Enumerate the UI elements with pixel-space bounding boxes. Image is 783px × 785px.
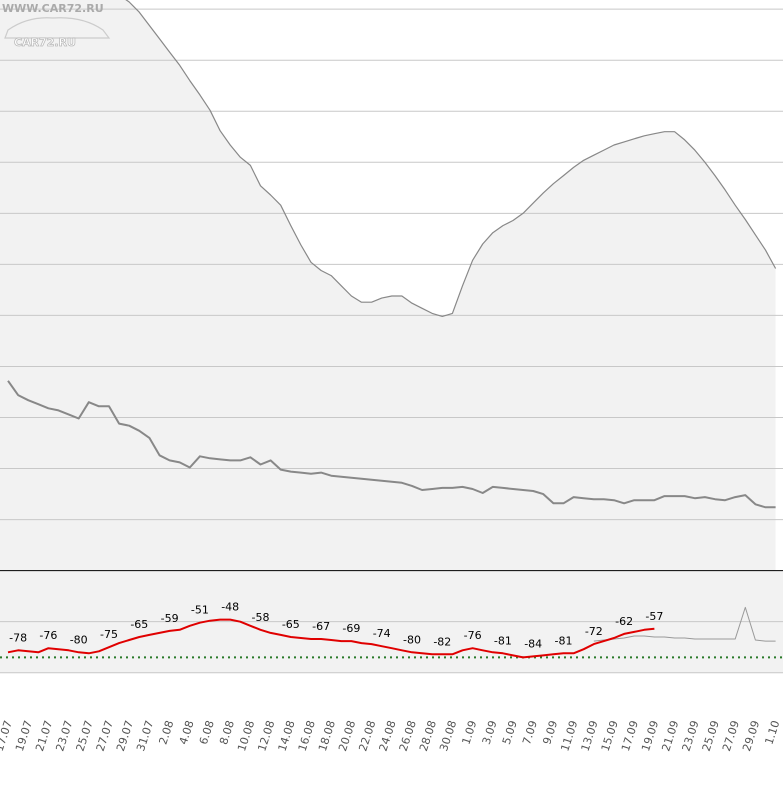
plot: -78 -76 -80 -75-65 -59-51 -48-58-65 -67 -69 -74-… [0,0,783,753]
x-tick-label: 25.07 [74,719,96,753]
watermark: CAR72.RU [14,36,76,49]
data-label: -81 [555,634,573,647]
x-tick-label: 17.09 [619,719,641,753]
x-tick-label: 7.09 [520,719,540,746]
data-label: -75 [100,628,118,641]
data-label: -65 [130,618,148,631]
data-label: -72 [585,625,603,638]
data-label: -62 [615,615,633,628]
data-label: -82 [433,635,451,648]
x-tick-label: 23.09 [680,719,702,753]
x-tick-label: 12.08 [255,719,277,753]
data-label: -81 [494,634,512,647]
x-tick-label: 26.08 [397,719,419,753]
data-label: -58 [252,611,270,624]
x-tick-label: 1.09 [460,719,480,746]
data-label: -84 [524,637,542,650]
x-tick-label: 21.09 [659,719,681,753]
x-tick-label: 22.08 [356,719,378,753]
x-tick-label: 2.08 [157,719,177,746]
x-tick-label: 25.09 [700,719,722,753]
series-line [7,380,776,509]
data-label: -51 [191,604,209,617]
data-label: -76 [464,629,482,642]
data-label: -65 [282,618,300,631]
x-tick-label: 27.07 [94,719,116,753]
data-label: -67 [312,620,330,633]
data-label: -69 [342,622,360,635]
x-tick-label: 16.08 [296,719,318,753]
x-tick-label: 3.09 [480,719,500,746]
x-tick-label: 1.10 [763,719,783,746]
x-tick-label: 23.07 [53,719,75,753]
x-tick-label: 28.08 [417,719,439,753]
x-tick-label: 15.09 [599,719,621,753]
x-tick-label: 19.07 [13,719,35,753]
series-line [125,0,777,317]
x-tick-label: 13.09 [579,719,601,753]
watermark: WWW.CAR72.RU [2,2,104,15]
data-label: -80 [403,633,421,646]
x-tick-label: 21.07 [33,719,55,753]
x-tick-label: 30.08 [437,719,459,753]
x-tick-label: 14.08 [276,719,298,753]
data-label: -78 [9,631,27,644]
x-tick-label: 10.08 [235,719,257,753]
x-tick-label: 5.09 [500,719,520,746]
x-tick-label: 6.08 [197,719,217,746]
x-tick-label: 20.08 [336,719,358,753]
x-tick-label: 29.07 [114,719,136,753]
x-tick-label: 9.09 [540,719,560,746]
data-label: -59 [161,612,179,625]
left-fill [0,0,8,571]
x-tick-label: 4.08 [177,719,197,746]
x-tick-label: 8.08 [217,719,237,746]
x-tick-label: 11.09 [558,719,580,753]
data-label: -48 [221,601,239,614]
watermark-car [4,17,111,39]
data-label: -74 [373,627,391,640]
data-label: -76 [39,629,57,642]
data-label: -57 [645,610,663,623]
series-line [593,606,776,642]
x-tick-label: 29.09 [740,719,762,753]
series-line [7,618,655,659]
x-tick-label: 24.08 [377,719,399,753]
data-label: -80 [70,633,88,646]
x-tick-label: 18.08 [316,719,338,753]
x-tick-label: 31.07 [134,719,156,753]
area [8,0,776,571]
x-tick-label: 19.09 [639,719,661,753]
x-tick-label: 27.09 [720,719,742,753]
